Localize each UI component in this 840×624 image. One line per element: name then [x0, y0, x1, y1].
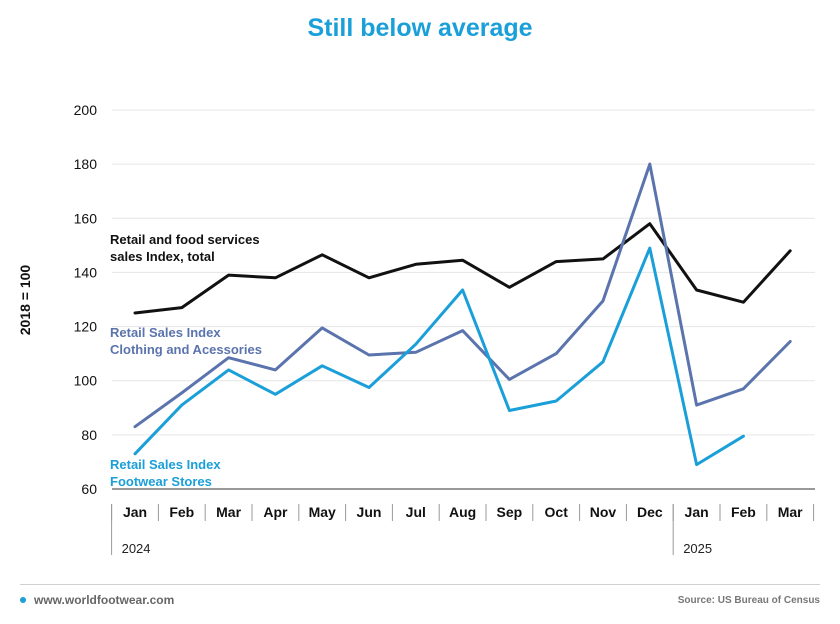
chart-title: Still below average — [307, 14, 533, 42]
x-axis: Jan Feb Mar Apr May Jun Jul Aug Sep Oct Nov Dec Jan F… — [111, 504, 815, 556]
year-label: 2025 — [683, 541, 712, 556]
footer-site-text[interactable]: www.worldfootwear.com — [34, 593, 175, 607]
series-line-clothing — [133, 162, 792, 429]
x-tick-label: Apr — [263, 504, 288, 520]
series-label-clothing: Clothing and Acessories — [110, 342, 262, 357]
footer-source: Source: US Bureau of Census — [677, 595, 820, 606]
grid-lines — [112, 109, 815, 490]
y-tick-label: 180 — [74, 156, 98, 172]
y-tick-label: 80 — [81, 427, 97, 443]
x-tick-label: Jul — [406, 504, 426, 520]
series-line-total — [133, 222, 792, 315]
series-lines — [133, 162, 792, 467]
y-tick-label: 60 — [81, 481, 97, 497]
footer-divider — [20, 584, 820, 585]
series-label-footwear: Footwear Stores — [110, 474, 212, 489]
x-tick-label: Dec — [637, 504, 663, 520]
y-tick-label: 140 — [74, 264, 98, 280]
series-line-footwear — [133, 246, 745, 467]
x-tick-label: Mar — [216, 504, 241, 520]
y-axis-label: 2018 = 100 — [17, 265, 33, 336]
y-tick-label: 160 — [74, 210, 98, 226]
year-label: 2024 — [122, 541, 151, 556]
footer-site[interactable]: www.worldfootwear.com — [20, 593, 174, 607]
bullet-icon — [20, 596, 26, 603]
y-tick-label: 200 — [74, 102, 98, 118]
y-tick-labels: 60 80 100 120 140 160 180 200 — [74, 102, 98, 497]
y-tick-label: 120 — [74, 319, 98, 335]
series-labels: Retail and food services sales Index, tot… — [110, 232, 262, 489]
x-tick-label: Feb — [169, 504, 194, 520]
x-tick-label: Nov — [590, 504, 617, 520]
y-tick-label: 100 — [74, 373, 98, 389]
series-label-clothing: Retail Sales Index — [110, 325, 221, 340]
series-label-total: sales Index, total — [110, 249, 215, 264]
series-label-total: Retail and food services — [110, 232, 260, 247]
x-tick-label: Oct — [545, 504, 569, 520]
x-tick-label: Jun — [357, 504, 382, 520]
x-tick-label: Jan — [123, 504, 147, 520]
x-tick-label: Feb — [731, 504, 756, 520]
x-tick-label: May — [309, 504, 336, 520]
series-label-footwear: Retail Sales Index — [110, 457, 221, 472]
x-tick-label: Mar — [778, 504, 803, 520]
x-tick-label: Sep — [497, 504, 523, 520]
x-tick-label: Aug — [449, 504, 476, 520]
line-chart: 60 80 100 120 140 160 180 200 2018 = 100 Jan Feb… — [17, 102, 815, 556]
x-tick-label: Jan — [685, 504, 709, 520]
